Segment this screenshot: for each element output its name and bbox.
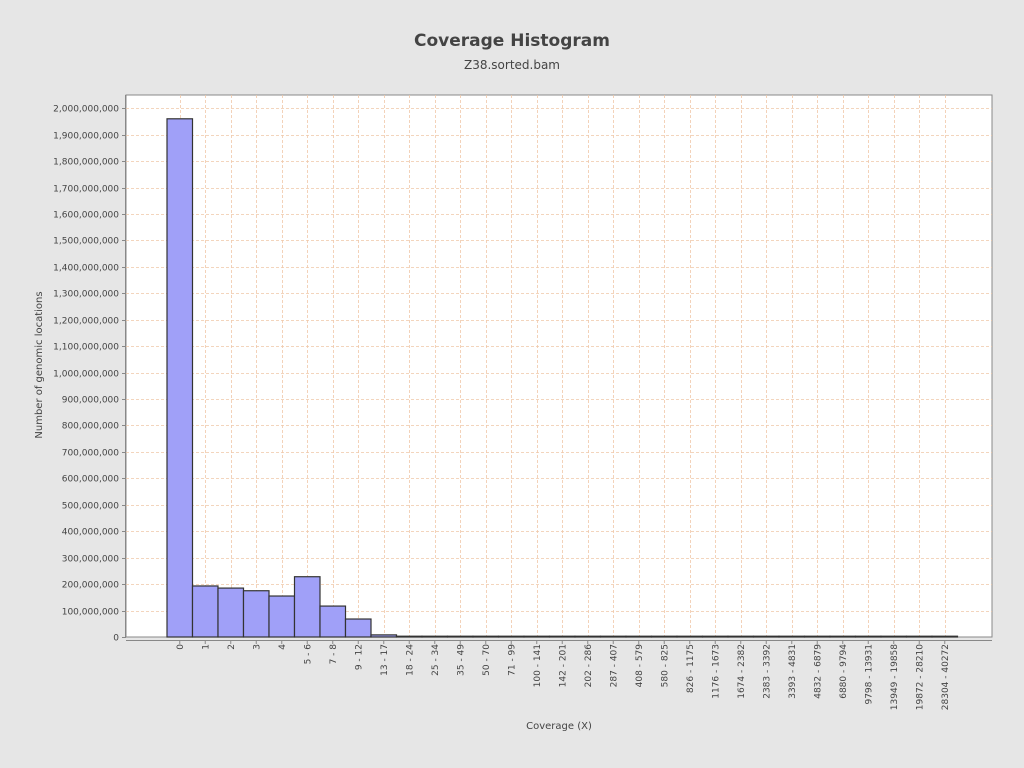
bar-100-141 bbox=[523, 635, 551, 638]
y-axis-label: Number of genomic locations bbox=[34, 291, 45, 438]
bar-35-49 bbox=[446, 635, 474, 638]
bar-6880-9794 bbox=[829, 635, 857, 638]
y-tick-label: 200,000,000 bbox=[62, 581, 120, 591]
bar-1674-2382 bbox=[727, 635, 755, 638]
x-tick-label: 6880 - 9794 bbox=[839, 644, 849, 699]
bar-3393-4831 bbox=[778, 635, 806, 638]
y-tick-label: 1,200,000,000 bbox=[53, 317, 119, 327]
y-tick-label: 500,000,000 bbox=[62, 502, 120, 512]
bar-580-825 bbox=[650, 635, 678, 638]
bar-408-579 bbox=[625, 635, 653, 638]
y-tick-label: 1,300,000,000 bbox=[53, 290, 119, 300]
chart-subtitle: Z38.sorted.bam bbox=[463, 58, 560, 72]
x-tick-label: 28304 - 40272 bbox=[941, 644, 951, 710]
bar-9798-13931 bbox=[854, 635, 882, 638]
x-tick-label: 100 - 141 bbox=[533, 644, 543, 687]
x-tick-label: 1 bbox=[201, 644, 211, 650]
x-tick-labels: 0 1 2 3 4 5 - 6 7 - 8 9 - 12 13 - 17 18 - 24 25 - … bbox=[176, 644, 951, 711]
bar-9-12 bbox=[344, 618, 372, 638]
bar-13949-19858 bbox=[880, 635, 908, 638]
bar-19872-28210 bbox=[905, 635, 933, 638]
y-tick-label: 2,000,000,000 bbox=[53, 105, 119, 115]
bar-0 bbox=[166, 118, 194, 638]
y-tick-label: 1,900,000,000 bbox=[53, 132, 119, 142]
y-tick-labels: 0 100,000,000 200,000,000 300,000,000 400,00… bbox=[53, 105, 119, 644]
x-tick-label: 9798 - 13931 bbox=[864, 644, 874, 705]
plot-area bbox=[125, 94, 993, 638]
bar-3 bbox=[242, 590, 270, 638]
bar-2 bbox=[217, 587, 245, 638]
x-tick-label: 142 - 201 bbox=[558, 644, 568, 687]
x-tick-label: 5 - 6 bbox=[303, 644, 313, 665]
y-tick-label: 1,100,000,000 bbox=[53, 343, 119, 353]
y-tick-label: 600,000,000 bbox=[62, 475, 120, 485]
y-tick-label: 1,800,000,000 bbox=[53, 158, 119, 168]
x-tick-label: 18 - 24 bbox=[405, 644, 415, 676]
y-tick-label: 1,700,000,000 bbox=[53, 185, 119, 195]
y-tick-label: 400,000,000 bbox=[62, 528, 120, 538]
y-tick-label: 700,000,000 bbox=[62, 449, 120, 459]
bar-28304-40272 bbox=[931, 635, 959, 638]
x-tick-label: 202 - 286 bbox=[584, 644, 594, 688]
bar-13-17 bbox=[370, 634, 398, 638]
x-tick-label: 287 - 407 bbox=[609, 644, 619, 687]
y-tick-label: 1,400,000,000 bbox=[53, 264, 119, 274]
x-tick-label: 2383 - 3392 bbox=[762, 644, 772, 699]
x-tick-label: 13949 - 19858 bbox=[890, 644, 900, 711]
y-tick-label: 1,500,000,000 bbox=[53, 237, 119, 247]
grid-lines bbox=[126, 95, 992, 637]
y-tick-label: 100,000,000 bbox=[62, 608, 120, 618]
x-tick-label: 7 - 8 bbox=[329, 644, 339, 665]
bar-5-6 bbox=[293, 576, 321, 638]
bar-1 bbox=[191, 585, 219, 638]
axes bbox=[122, 95, 992, 644]
bar-4 bbox=[268, 595, 296, 638]
bar-4832-6879 bbox=[803, 635, 831, 638]
x-tick-label: 4832 - 6879 bbox=[813, 644, 823, 699]
x-tick-label: 35 - 49 bbox=[456, 644, 466, 676]
x-tick-label: 71 - 99 bbox=[507, 644, 517, 676]
x-tick-label: 408 - 579 bbox=[635, 644, 645, 688]
bars bbox=[166, 118, 959, 638]
bar-25-34 bbox=[421, 635, 449, 638]
x-tick-label: 4 bbox=[278, 644, 288, 650]
y-tick-label: 0 bbox=[113, 634, 119, 644]
x-tick-label: 826 - 1175 bbox=[686, 644, 696, 693]
bar-1176-1673 bbox=[701, 635, 729, 638]
bar-7-8 bbox=[319, 605, 347, 638]
bar-71-99 bbox=[497, 635, 525, 638]
bar-142-201 bbox=[548, 635, 576, 638]
y-tick-label: 1,000,000,000 bbox=[53, 370, 119, 380]
x-tick-label: 1176 - 1673 bbox=[711, 644, 721, 699]
x-tick-label: 0 bbox=[176, 644, 186, 650]
x-tick-label: 13 - 17 bbox=[380, 644, 390, 676]
x-tick-label: 25 - 34 bbox=[431, 644, 441, 676]
y-tick-label: 1,600,000,000 bbox=[53, 211, 119, 221]
x-tick-label: 50 - 70 bbox=[482, 644, 492, 676]
x-tick-label: 2 bbox=[227, 644, 237, 650]
x-tick-label: 3 bbox=[252, 644, 262, 650]
x-tick-label: 3393 - 4831 bbox=[788, 644, 798, 699]
bar-826-1175 bbox=[676, 635, 704, 638]
y-tick-label: 800,000,000 bbox=[62, 422, 120, 432]
x-tick-label: 580 - 825 bbox=[660, 644, 670, 687]
x-tick-label: 1674 - 2382 bbox=[737, 644, 747, 699]
x-tick-label: 19872 - 28210 bbox=[915, 644, 925, 711]
y-tick-label: 300,000,000 bbox=[62, 555, 120, 565]
bar-18-24 bbox=[395, 635, 423, 638]
bar-287-407 bbox=[599, 635, 627, 638]
y-tick-label: 900,000,000 bbox=[62, 396, 120, 406]
bar-50-70 bbox=[472, 635, 500, 638]
chart-title: Coverage Histogram bbox=[414, 31, 610, 51]
x-axis-label: Coverage (X) bbox=[526, 721, 592, 732]
x-tick-label: 9 - 12 bbox=[354, 644, 364, 670]
bar-2383-3392 bbox=[752, 635, 780, 638]
bar-202-286 bbox=[574, 635, 602, 638]
